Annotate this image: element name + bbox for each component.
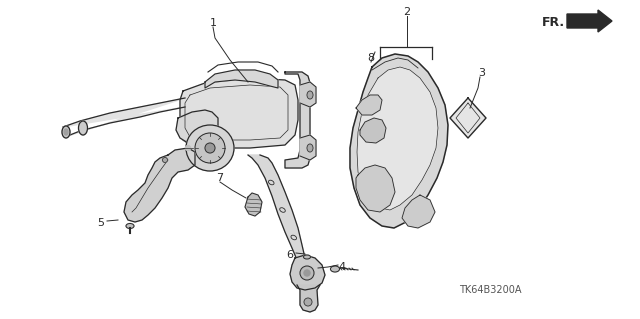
Polygon shape bbox=[63, 98, 185, 137]
Polygon shape bbox=[450, 98, 486, 138]
Ellipse shape bbox=[64, 129, 68, 135]
Polygon shape bbox=[124, 148, 195, 222]
Polygon shape bbox=[357, 67, 438, 210]
Text: 1: 1 bbox=[209, 18, 216, 28]
Ellipse shape bbox=[303, 255, 310, 259]
Polygon shape bbox=[356, 165, 395, 212]
Ellipse shape bbox=[126, 224, 134, 228]
Polygon shape bbox=[567, 10, 612, 32]
Text: FR.: FR. bbox=[542, 16, 565, 28]
Ellipse shape bbox=[330, 266, 339, 272]
Polygon shape bbox=[360, 118, 386, 143]
Polygon shape bbox=[300, 135, 316, 160]
Text: 7: 7 bbox=[216, 173, 223, 183]
Polygon shape bbox=[350, 54, 448, 228]
Ellipse shape bbox=[195, 133, 225, 163]
Polygon shape bbox=[248, 155, 305, 265]
Text: TK64B3200A: TK64B3200A bbox=[459, 285, 521, 295]
Ellipse shape bbox=[79, 121, 88, 135]
Polygon shape bbox=[205, 70, 278, 88]
Polygon shape bbox=[300, 82, 316, 107]
Text: 2: 2 bbox=[403, 7, 411, 17]
Ellipse shape bbox=[307, 144, 313, 152]
Text: 4: 4 bbox=[339, 262, 346, 272]
Ellipse shape bbox=[304, 270, 310, 276]
Ellipse shape bbox=[163, 158, 168, 162]
Polygon shape bbox=[285, 72, 310, 168]
Polygon shape bbox=[176, 110, 218, 145]
Text: 6: 6 bbox=[287, 250, 294, 260]
Ellipse shape bbox=[186, 125, 234, 171]
Ellipse shape bbox=[205, 143, 215, 153]
Polygon shape bbox=[402, 195, 435, 228]
Text: 5: 5 bbox=[97, 218, 104, 228]
Polygon shape bbox=[180, 78, 298, 148]
Polygon shape bbox=[290, 255, 325, 290]
Ellipse shape bbox=[186, 145, 191, 151]
Ellipse shape bbox=[300, 266, 314, 280]
Polygon shape bbox=[245, 193, 262, 216]
Ellipse shape bbox=[307, 91, 313, 99]
Text: 3: 3 bbox=[479, 68, 486, 78]
Polygon shape bbox=[297, 285, 320, 312]
Ellipse shape bbox=[62, 126, 70, 138]
Polygon shape bbox=[356, 95, 382, 115]
Ellipse shape bbox=[304, 298, 312, 306]
Text: 8: 8 bbox=[367, 53, 374, 63]
